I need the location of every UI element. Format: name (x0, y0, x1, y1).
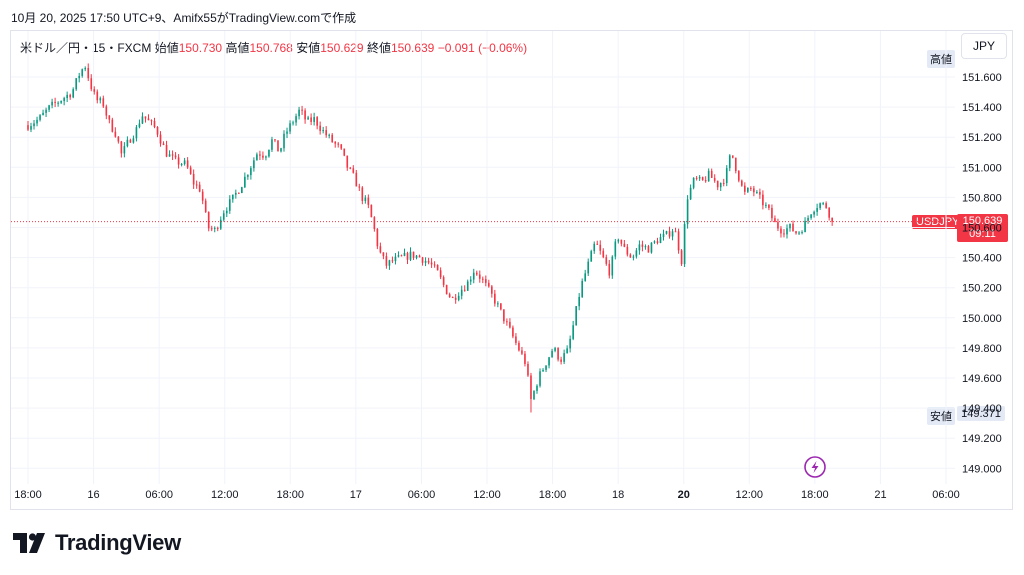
low-marker-value: 149.371 (957, 406, 1005, 421)
high-marker-label: 高値 (927, 50, 955, 68)
bar-countdown: 09:11 (969, 228, 996, 240)
low-label: 安値 (296, 41, 321, 55)
high-label: 高値 (225, 41, 250, 55)
close-label: 終値 (366, 41, 391, 55)
close-value: 150.639 (390, 41, 435, 55)
chart-caption: 10月 20, 2025 17:50 UTC+9、Amifx55がTrading… (11, 11, 357, 25)
last-price-tag: 150.639 09:11 (957, 214, 1008, 242)
change-value: −0.091 (−0.06%) (437, 41, 528, 55)
symbol-label[interactable]: 米ドル／円・15・FXCM (20, 41, 152, 55)
chart-frame[interactable] (10, 30, 1013, 510)
last-price-value: 150.639 (962, 215, 1003, 227)
low-marker-label: 安値 (927, 407, 955, 425)
low-value: 150.629 (320, 41, 364, 55)
tradingview-logo[interactable]: TradingView (13, 530, 181, 556)
tradingview-logo-icon (13, 533, 45, 553)
currency-button[interactable]: JPY (961, 33, 1007, 59)
open-label: 始値 (154, 41, 179, 55)
ohlc-legend: 米ドル／円・15・FXCM 始値150.730 高値150.768 安値150.… (20, 39, 527, 56)
high-value: 150.768 (249, 41, 293, 55)
last-price-symbol: USDJPY (912, 215, 964, 229)
open-value: 150.730 (178, 41, 223, 55)
tradingview-logo-text: TradingView (55, 530, 181, 555)
